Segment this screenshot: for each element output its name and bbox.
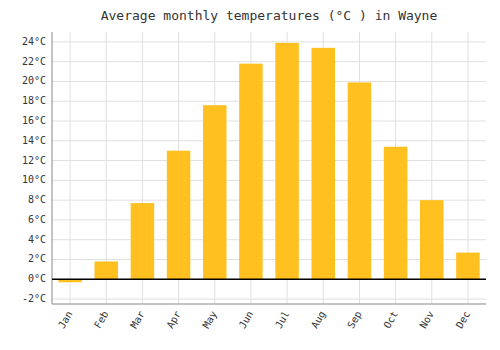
y-tick-label: -2°C	[22, 293, 46, 304]
x-tick-label: Aug	[309, 309, 328, 330]
bar	[456, 253, 480, 280]
grid	[52, 32, 486, 304]
y-tick-label: 10°C	[22, 174, 46, 185]
y-grid-line	[52, 180, 486, 181]
y-tick-label: 24°C	[22, 36, 46, 47]
y-tick-label: 2°C	[28, 253, 46, 264]
y-tick-label: 14°C	[22, 135, 46, 146]
y-grid-line	[52, 81, 486, 82]
x-tick-label: Sep	[345, 309, 364, 330]
x-tick-label: Jul	[273, 309, 292, 330]
bar	[420, 200, 444, 279]
y-tick-label: 20°C	[22, 75, 46, 86]
x-tick-label: Jan	[56, 309, 75, 330]
bars	[52, 43, 486, 282]
bar	[167, 151, 191, 280]
x-tick-label: Dec	[454, 309, 473, 330]
y-grid-line	[52, 279, 486, 280]
y-tick-label: 6°C	[28, 214, 46, 225]
bar	[94, 261, 118, 279]
y-grid-line	[52, 140, 486, 141]
y-tick-label: 12°C	[22, 155, 46, 166]
bar	[239, 64, 263, 280]
y-tick-label: 8°C	[28, 194, 46, 205]
bar	[203, 105, 227, 279]
x-tick-label: Mar	[128, 309, 147, 330]
y-tick-label: 16°C	[22, 115, 46, 126]
x-tick-label: Apr	[164, 309, 183, 330]
bar	[348, 82, 372, 279]
x-tick-label: May	[201, 309, 220, 330]
x-axis-line	[52, 304, 486, 305]
chart-container: Average monthly temperatures (°C ) in Wa…	[0, 0, 500, 350]
x-tick-label: Jun	[237, 309, 256, 330]
baseline	[52, 279, 486, 281]
bar	[131, 203, 155, 279]
x-tick-label: Oct	[381, 309, 400, 330]
y-axis-line	[52, 32, 53, 304]
bar	[384, 147, 408, 280]
y-grid-line	[52, 160, 486, 161]
y-tick-label: 0°C	[28, 273, 46, 284]
y-tick-label: 4°C	[28, 234, 46, 245]
y-grid-line	[52, 299, 486, 300]
bar	[275, 43, 299, 279]
y-grid-line	[52, 61, 486, 62]
bar	[311, 48, 335, 279]
y-tick-label: 22°C	[22, 56, 46, 67]
y-tick-label: 18°C	[22, 95, 46, 106]
x-grid-line	[70, 32, 71, 304]
y-grid-line	[52, 101, 486, 102]
chart-svg: Average monthly temperatures (°C ) in Wa…	[0, 0, 500, 350]
x-tick-label: Feb	[92, 309, 111, 330]
title: Average monthly temperatures (°C ) in Wa…	[101, 8, 438, 23]
x-tick-label: Nov	[418, 309, 437, 330]
y-grid-line	[52, 41, 486, 42]
y-grid-line	[52, 121, 486, 122]
